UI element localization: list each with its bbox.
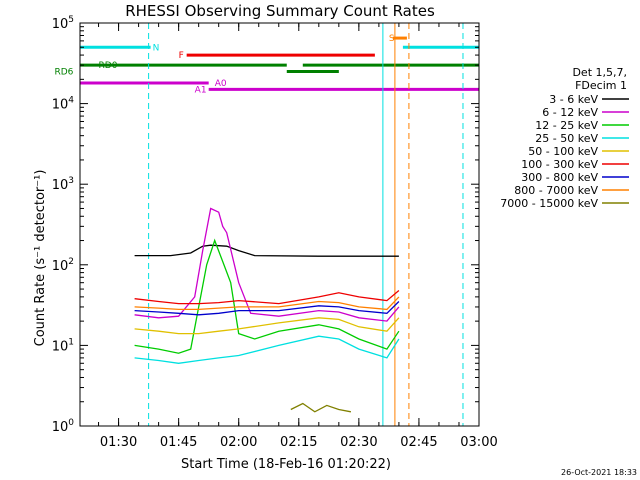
- y-tick-exponent: 2: [68, 257, 74, 267]
- flag-bar-label: RD0: [99, 61, 118, 71]
- series-line: [134, 301, 400, 316]
- legend-label: 100 - 300 keV: [521, 158, 598, 171]
- y-tick-base: 10: [52, 178, 69, 193]
- y-tick-label: 101: [52, 337, 74, 354]
- series-lines: [134, 207, 400, 413]
- flag-bars: N F S RD0 RD6 A0 A1: [55, 34, 479, 95]
- y-tick-base: 10: [52, 259, 69, 274]
- series-line: [134, 238, 400, 354]
- series-line: [134, 290, 400, 305]
- series-line: [134, 244, 399, 257]
- plot-frame: [79, 22, 480, 427]
- y-tick-base: 10: [52, 17, 69, 32]
- chart-title: RHESSI Observing Summary Count Rates: [125, 2, 435, 20]
- y-axis-label: Count Rate (s⁻¹ detector⁻¹): [33, 170, 48, 347]
- legend-label: 300 - 800 keV: [521, 171, 598, 184]
- legend-header: Det 1,5,7,: [572, 66, 627, 79]
- y-tick-base: 10: [52, 420, 69, 435]
- flag-bar-label: N: [153, 43, 160, 53]
- x-tick-label: 02:00: [220, 435, 257, 450]
- y-tick-label: 105: [52, 15, 74, 32]
- x-tick-label: 01:45: [160, 435, 197, 450]
- x-tick-label: 03:00: [460, 435, 497, 450]
- x-axis-label: Start Time (18-Feb-16 01:20:22): [181, 457, 391, 472]
- series-line: [290, 402, 352, 413]
- x-tick-label: 01:30: [100, 435, 137, 450]
- y-tick-exponent: 3: [68, 176, 74, 186]
- x-tick-label: 02:15: [280, 435, 317, 450]
- legend-label: 800 - 7000 keV: [514, 184, 598, 197]
- flag-bar-label: RD6: [55, 68, 74, 78]
- series-line: [134, 335, 400, 364]
- series-line: [134, 317, 400, 335]
- y-tick-exponent: 4: [68, 96, 74, 106]
- y-tick-label: 102: [52, 257, 74, 274]
- y-tick-exponent: 5: [68, 15, 74, 25]
- flag-bar-label: S: [389, 34, 395, 44]
- y-tick-base: 10: [52, 98, 69, 113]
- legend-label: 6 - 12 keV: [542, 106, 598, 119]
- y-tick-label: 103: [52, 176, 74, 193]
- footer-date: 26-Oct-2021 18:33: [561, 468, 637, 477]
- x-tick-label: 02:45: [400, 435, 437, 450]
- legend-header: FDecim 1: [575, 79, 627, 92]
- flag-bar-label: F: [179, 51, 184, 61]
- x-tick-label: 02:30: [340, 435, 377, 450]
- legend-label: 7000 - 15000 keV: [500, 197, 598, 210]
- y-tick-base: 10: [52, 339, 69, 354]
- y-tick-label: 100: [52, 418, 75, 435]
- legend-label: 12 - 25 keV: [535, 119, 598, 132]
- y-tick-label: 104: [52, 96, 75, 113]
- flag-bar-label: A0: [215, 79, 227, 89]
- legend-label: 25 - 50 keV: [535, 132, 598, 145]
- flag-bar-label: A1: [195, 85, 207, 95]
- y-tick-exponent: 1: [68, 337, 74, 347]
- legend-label: 50 - 100 keV: [528, 145, 598, 158]
- y-tick-exponent: 0: [68, 418, 74, 428]
- series-line: [134, 296, 400, 311]
- legend-label: 3 - 6 keV: [549, 93, 598, 106]
